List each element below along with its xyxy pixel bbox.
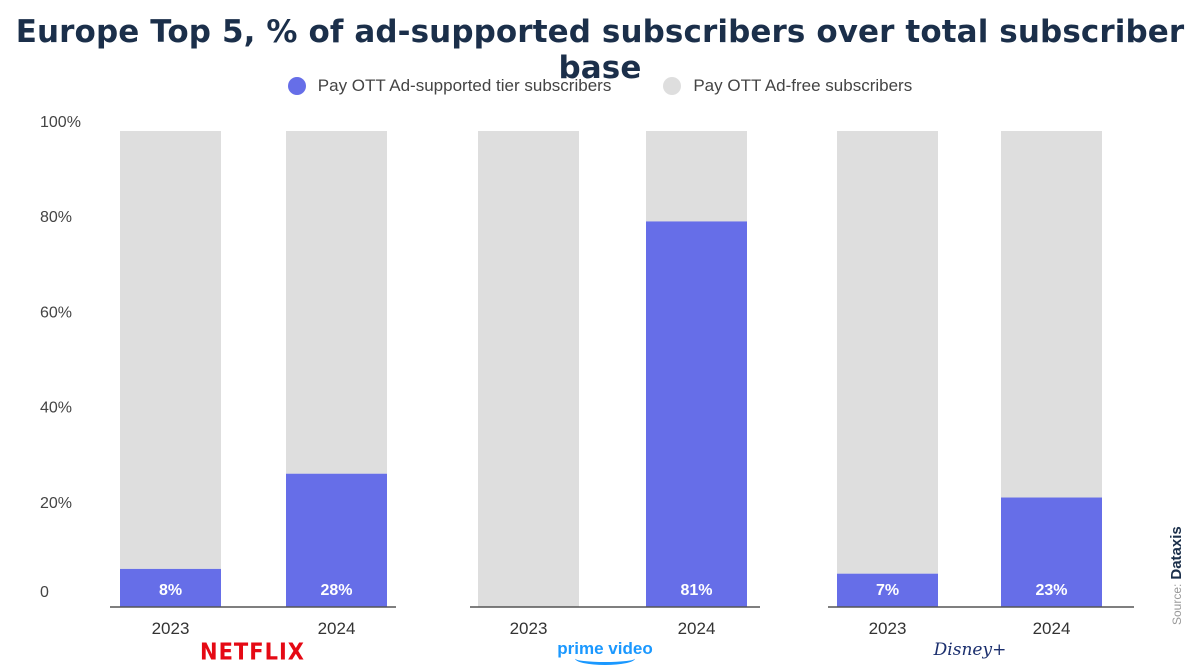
data-label: 23% bbox=[1035, 582, 1067, 599]
bar-ad-supported bbox=[120, 568, 221, 607]
prime-smile-icon bbox=[575, 652, 635, 665]
legend-label-ad-free: Pay OTT Ad-free subscribers bbox=[693, 76, 913, 95]
bar-ad-free bbox=[646, 131, 747, 222]
y-tick-label: 40% bbox=[40, 400, 72, 417]
data-label: 28% bbox=[320, 582, 352, 599]
bar-ad-free bbox=[1001, 131, 1102, 498]
data-label: 81% bbox=[680, 582, 712, 599]
source-brand: Dataxis bbox=[1168, 526, 1185, 580]
bar-ad-supported bbox=[837, 573, 938, 607]
prime-video-logo-text: prime video bbox=[557, 639, 653, 658]
chart-title: Europe Top 5, % of ad-supported subscrib… bbox=[15, 14, 1185, 86]
bar-ad-supported bbox=[1001, 497, 1102, 607]
legend-item-ad-free[interactable]: Pay OTT Ad-free subscribers bbox=[663, 76, 912, 96]
netflix-logo: NETFLIX bbox=[200, 638, 305, 666]
bar-ad-free bbox=[478, 131, 579, 607]
legend-swatch-ad-free bbox=[663, 77, 682, 95]
legend-item-ad-supported[interactable]: Pay OTT Ad-supported tier subscribers bbox=[287, 76, 612, 96]
x-tick-label: 2024 bbox=[1033, 619, 1071, 638]
bar-ad-supported bbox=[646, 221, 747, 607]
disney-plus-logo: Disney+ bbox=[933, 640, 1007, 660]
bar-ad-supported bbox=[286, 473, 387, 607]
x-tick-label: 2023 bbox=[152, 619, 190, 638]
x-tick-label: 2024 bbox=[318, 619, 356, 638]
y-tick-label: 0 bbox=[40, 584, 49, 601]
bar-ad-free bbox=[837, 131, 938, 574]
y-tick-label: 100% bbox=[40, 114, 81, 131]
prime-video-logo: prime video bbox=[540, 640, 670, 665]
bar-ad-free bbox=[286, 131, 387, 474]
legend-label-ad-supported: Pay OTT Ad-supported tier subscribers bbox=[317, 76, 612, 95]
data-label: 8% bbox=[159, 582, 182, 599]
y-tick-label: 60% bbox=[40, 304, 72, 321]
bar-ad-free bbox=[120, 131, 221, 569]
x-tick-label: 2024 bbox=[678, 619, 716, 638]
x-tick-label: 2023 bbox=[510, 619, 548, 638]
data-label: 7% bbox=[876, 582, 899, 599]
x-tick-label: 2023 bbox=[869, 619, 907, 638]
source-note: Source: Dataxis bbox=[1168, 485, 1192, 625]
source-prefix: Source: bbox=[1170, 583, 1184, 625]
legend-swatch-ad-supported bbox=[287, 77, 306, 95]
y-tick-label: 20% bbox=[40, 495, 72, 512]
y-tick-label: 80% bbox=[40, 209, 72, 226]
legend: Pay OTT Ad-supported tier subscribers Pa… bbox=[0, 76, 1200, 96]
